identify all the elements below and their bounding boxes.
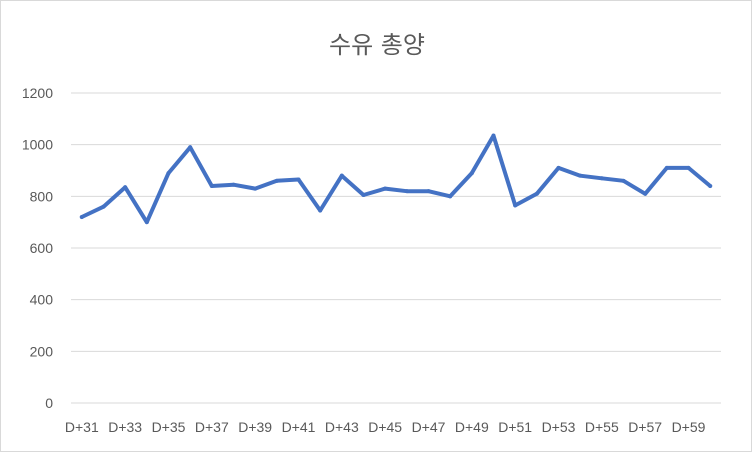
y-tick-label: 800 (30, 188, 54, 204)
x-tick-label: D+39 (238, 419, 272, 435)
data-point (253, 186, 258, 191)
data-point (296, 177, 301, 182)
data-point (599, 176, 604, 181)
x-axis: D+31 D+33 D+35 D+37 D+39 D+41 D+43 D+45 D+47 D+49… (65, 419, 706, 435)
data-point (79, 215, 84, 219)
data-point (469, 171, 474, 176)
data-point (188, 145, 193, 150)
data-point (513, 203, 518, 208)
data-point (144, 220, 149, 225)
data-point (361, 193, 366, 198)
data-point (209, 184, 214, 188)
data-point (664, 165, 669, 170)
data-point (383, 186, 388, 191)
y-tick-label: 1000 (22, 137, 53, 153)
x-tick-label: D+43 (325, 419, 359, 435)
data-point (578, 173, 583, 178)
data-point (274, 178, 279, 183)
data-point (491, 133, 496, 138)
x-tick-label: D+45 (368, 419, 402, 435)
y-tick-label: 200 (30, 343, 54, 359)
data-point (318, 208, 323, 213)
data-point (339, 173, 344, 178)
data-point (123, 185, 128, 190)
data-point (686, 165, 691, 170)
data-point (166, 171, 171, 176)
x-tick-label: D+51 (498, 419, 532, 435)
data-point (404, 189, 409, 194)
x-tick-label: D+37 (195, 419, 229, 435)
x-tick-label: D+55 (585, 419, 619, 435)
data-point (101, 204, 106, 209)
y-axis: 0 200 400 600 800 1000 1200 (22, 85, 53, 411)
data-point (621, 178, 626, 183)
x-tick-label: D+47 (412, 419, 446, 435)
x-tick-label: D+41 (282, 419, 316, 435)
data-point (534, 191, 539, 196)
data-point (708, 184, 713, 188)
chart-title: 수유 총양 (329, 31, 425, 59)
data-point (426, 189, 431, 194)
data-point (448, 194, 453, 199)
y-tick-label: 600 (30, 240, 54, 256)
series-layer (79, 133, 713, 225)
x-tick-label: D+33 (108, 419, 142, 435)
x-tick-label: D+49 (455, 419, 489, 435)
y-tick-label: 1200 (22, 85, 53, 101)
data-point (643, 191, 648, 196)
data-point (556, 165, 561, 170)
x-tick-label: D+57 (628, 419, 662, 435)
x-tick-label: D+31 (65, 419, 99, 435)
gridlines (71, 92, 721, 404)
x-tick-label: D+53 (542, 419, 576, 435)
x-tick-label: D+59 (672, 419, 706, 435)
x-tick-label: D+35 (152, 419, 186, 435)
y-tick-label: 400 (30, 292, 54, 308)
data-point (231, 182, 236, 187)
y-tick-label: 0 (45, 395, 53, 411)
series-line (79, 133, 713, 225)
